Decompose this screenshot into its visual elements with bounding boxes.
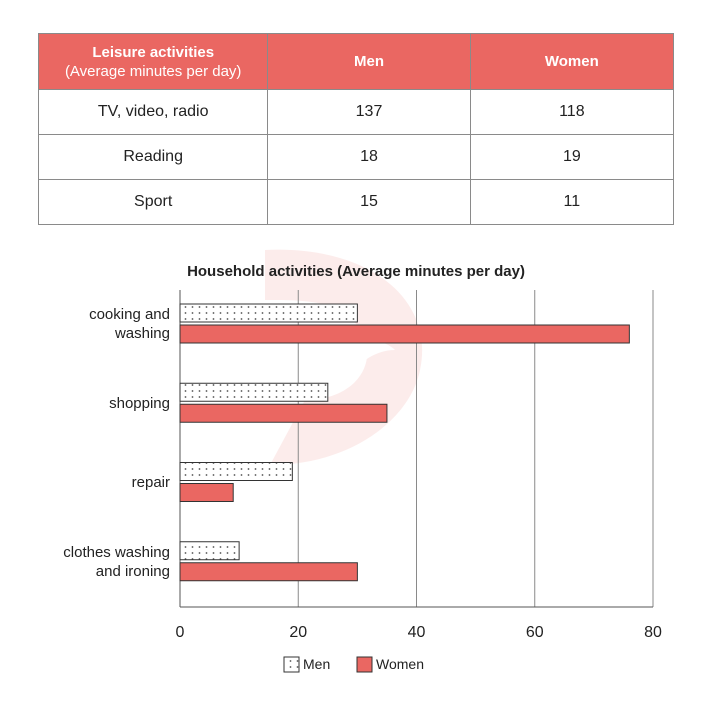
cell-women: 11 <box>469 179 675 225</box>
category-label: clothes washing <box>63 544 170 561</box>
legend-swatch-women <box>356 656 373 673</box>
leisure-activities-table: Leisure activities (Average minutes per … <box>37 33 675 225</box>
bar-men-3 <box>179 541 240 561</box>
cell-men: 15 <box>267 179 471 225</box>
cell-activity: Reading <box>37 134 269 180</box>
bar-men-0 <box>179 303 358 323</box>
table-row: Reading 18 19 <box>37 134 675 180</box>
x-tick-label: 40 <box>408 624 426 641</box>
header-activity-label: Leisure activities <box>92 43 215 61</box>
legend-swatch-men <box>283 656 300 673</box>
bar-women-0 <box>179 324 630 344</box>
bar-men-2 <box>179 462 293 481</box>
cell-women: 118 <box>469 89 675 135</box>
cell-men: 18 <box>267 134 471 180</box>
category-label: cooking and <box>89 306 170 323</box>
header-activity-sub: (Average minutes per day) <box>64 62 242 80</box>
bar-women-2 <box>179 483 234 502</box>
table-row: Sport 15 11 <box>37 179 675 225</box>
x-tick-label: 80 <box>644 624 662 641</box>
table-row: TV, video, radio 137 118 <box>37 89 675 135</box>
category-label: repair <box>132 474 170 491</box>
bar-women-1 <box>179 403 388 423</box>
table-header-row: Leisure activities (Average minutes per … <box>37 33 675 90</box>
x-tick-label: 60 <box>526 624 544 641</box>
legend-label-men: Men <box>303 656 330 672</box>
cell-activity: TV, video, radio <box>37 89 269 135</box>
x-tick-label: 20 <box>289 624 307 641</box>
chart-title: Household activities (Average minutes pe… <box>187 263 525 280</box>
legend-label-women: Women <box>376 656 424 672</box>
bar-men-1 <box>179 382 329 402</box>
bar-women-3 <box>179 562 358 582</box>
cell-men: 137 <box>267 89 471 135</box>
cell-activity: Sport <box>37 179 269 225</box>
header-women: Women <box>469 33 675 90</box>
category-label: and ironing <box>96 563 170 580</box>
x-tick-label: 0 <box>176 624 185 641</box>
cell-women: 19 <box>469 134 675 180</box>
header-activity: Leisure activities (Average minutes per … <box>37 33 269 90</box>
category-label: washing <box>114 325 170 342</box>
category-label: shopping <box>109 395 170 412</box>
header-men: Men <box>267 33 471 90</box>
household-activities-chart: Household activities (Average minutes pe… <box>63 263 662 673</box>
